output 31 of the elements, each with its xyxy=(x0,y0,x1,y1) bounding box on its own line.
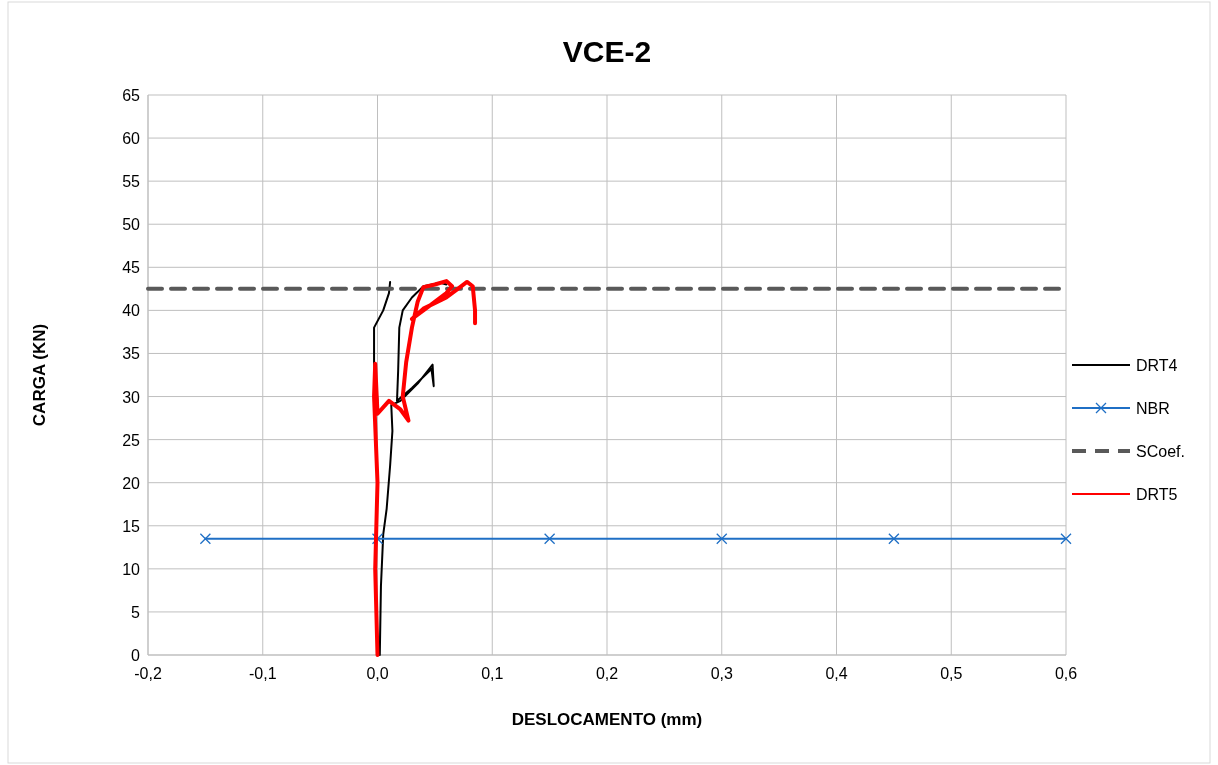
x-tick-label: 0,4 xyxy=(825,665,848,682)
x-tick-label: 0,5 xyxy=(940,665,963,682)
chart-title: VCE-2 xyxy=(562,35,652,68)
y-tick-label: 25 xyxy=(122,431,141,449)
y-axis-title: CARGA (KN) xyxy=(30,323,49,427)
x-tick-label: 0,3 xyxy=(710,665,733,682)
line-series xyxy=(372,279,478,657)
y-tick-label: 15 xyxy=(122,517,141,535)
x-tick-label: 0,1 xyxy=(481,665,504,682)
y-tick-label: 65 xyxy=(122,87,141,104)
y-tick-label: 0 xyxy=(131,647,141,664)
y-tick-label: 45 xyxy=(122,259,141,277)
x-axis-title: DESLOCAMENTO (mm) xyxy=(511,710,703,729)
x-tick-label: 0,2 xyxy=(595,665,619,682)
y-tick-label: 5 xyxy=(131,603,141,621)
x-tick-label: -0,2 xyxy=(134,665,162,682)
x-tick-label: 0,6 xyxy=(1054,665,1078,682)
y-tick-label: 40 xyxy=(122,302,141,320)
y-tick-label: 50 xyxy=(122,216,141,234)
legend-label: SCoef. xyxy=(1136,443,1185,460)
legend-label: NBR xyxy=(1136,400,1170,417)
legend-label: DRT4 xyxy=(1136,357,1178,374)
y-tick-label: 20 xyxy=(122,474,141,492)
y-tick-label: 30 xyxy=(122,388,141,406)
x-tick-label: -0,1 xyxy=(248,665,277,682)
y-tick-label: 55 xyxy=(122,173,141,191)
y-tick-label: 10 xyxy=(122,560,141,578)
x-tick-label: 0,0 xyxy=(366,665,389,682)
legend-label: DRT5 xyxy=(1136,486,1178,503)
y-tick-label: 35 xyxy=(122,345,141,363)
y-tick-label: 60 xyxy=(122,130,141,148)
